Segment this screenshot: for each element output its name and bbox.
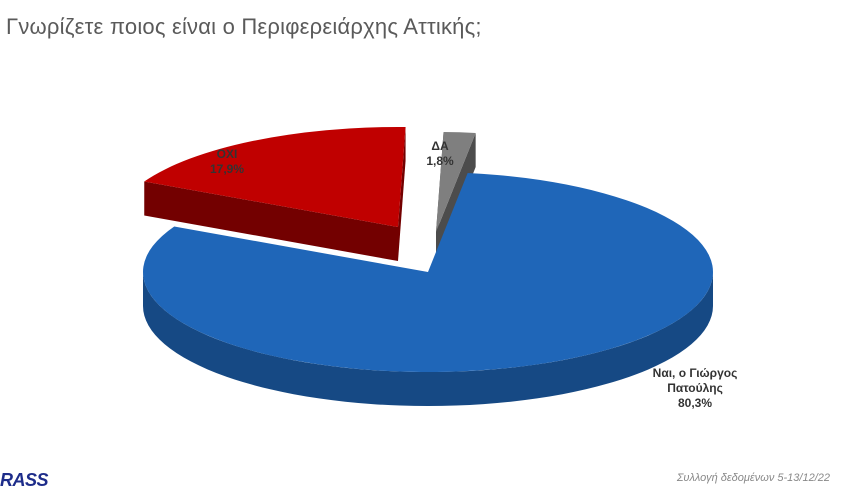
pie-slice-yes bbox=[143, 172, 714, 406]
source-note: Συλλογή δεδομένων 5-13/12/22 bbox=[676, 472, 830, 484]
slice-label-dk: ΔΑ 1,8% bbox=[410, 139, 470, 169]
slice-label-no-name: ΟΧΙ bbox=[216, 147, 238, 161]
slice-label-yes: Ναι, ο Γιώργος Πατούλης 80,3% bbox=[620, 366, 770, 411]
pie-slice-top-dk bbox=[436, 132, 476, 232]
pie-slice-side-yes bbox=[143, 272, 713, 406]
slice-label-no-value: 17,9% bbox=[209, 162, 245, 176]
slice-label-yes-name: Ναι, ο Γιώργος bbox=[652, 366, 738, 380]
pie-slice-top-no bbox=[144, 127, 406, 227]
slice-label-dk-value: 1,8% bbox=[426, 154, 454, 168]
slice-label-yes-name-2: Πατούλης bbox=[667, 381, 723, 395]
slice-label-no: ΟΧΙ 17,9% bbox=[182, 147, 272, 177]
chart-title: Γνωρίζετε ποιος είναι ο Περιφερειάρχης Α… bbox=[6, 14, 482, 39]
pie-slice-no bbox=[144, 127, 406, 261]
slice-label-yes-value: 80,3% bbox=[677, 396, 713, 410]
pie-slice-edge-no bbox=[398, 127, 406, 261]
pie-slice-edge-no bbox=[144, 181, 398, 261]
slice-label-dk-name: ΔΑ bbox=[431, 139, 449, 153]
rass-logo: RASS bbox=[0, 470, 49, 490]
pie-slice-top-yes bbox=[143, 172, 714, 372]
